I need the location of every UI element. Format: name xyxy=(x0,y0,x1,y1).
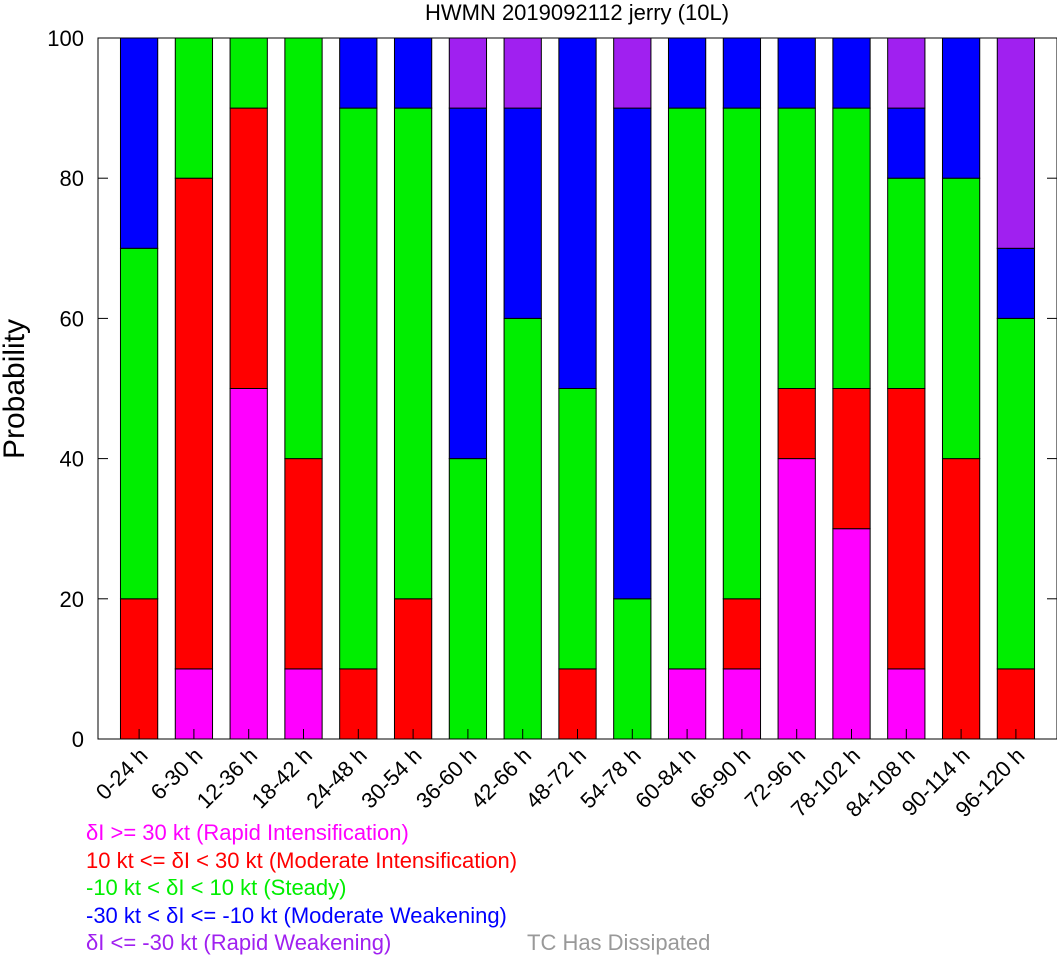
chart-title: HWMN 2019092112 jerry (10L) xyxy=(425,0,729,25)
bar-segment xyxy=(996,317,1036,670)
bar-segment xyxy=(229,388,268,740)
bar-segment xyxy=(448,107,488,460)
bar-segment xyxy=(722,37,762,109)
x-tick-label: 48-72 h xyxy=(521,743,591,813)
x-tick-label: 0-24 h xyxy=(91,743,153,805)
bar-segment xyxy=(832,388,871,530)
y-tick-label: 80 xyxy=(60,166,84,191)
y-tick-label: 20 xyxy=(60,587,84,612)
legend-entry: δI <= -30 kt (Rapid Weakening) xyxy=(86,930,392,955)
bar-segment xyxy=(229,37,268,109)
bar-segment xyxy=(777,37,816,109)
bar-segment xyxy=(558,668,597,740)
x-tick-label: 36-60 h xyxy=(411,743,481,813)
legend-entry: 10 kt <= δI < 30 kt (Moderate Intensific… xyxy=(86,847,518,873)
bar-segment xyxy=(667,107,707,670)
bar-segment xyxy=(448,458,488,740)
legend-entry: -10 kt < δI < 10 kt (Steady) xyxy=(86,875,347,900)
bar-segment xyxy=(722,598,762,670)
bar-segment xyxy=(229,107,268,389)
bar-segment xyxy=(503,317,542,740)
bar-segment xyxy=(722,668,762,740)
bar-segment xyxy=(887,668,926,740)
bar-segment xyxy=(393,37,433,109)
bar-segment xyxy=(777,107,816,389)
bar-segment xyxy=(832,528,871,740)
bar-segment xyxy=(284,458,323,670)
bar-segment xyxy=(996,37,1036,249)
bar-segment xyxy=(887,177,926,389)
bar-segment xyxy=(887,107,926,179)
y-tick-label: 60 xyxy=(60,306,84,331)
bar-segment xyxy=(174,177,214,670)
bar-segment xyxy=(667,668,707,740)
legend-dissipated-entry: TC Has Dissipated xyxy=(527,930,711,955)
bar-segment xyxy=(777,388,816,460)
bar-segment xyxy=(941,177,981,460)
bar-segment xyxy=(393,598,433,740)
bar-segment xyxy=(996,668,1036,740)
bar-segment xyxy=(832,37,871,109)
bar-segment xyxy=(174,37,214,179)
bar-segment xyxy=(996,247,1036,319)
bar-segment xyxy=(613,598,652,740)
bar-segment xyxy=(119,37,159,249)
bar-segment xyxy=(339,668,378,740)
bar-segment xyxy=(558,37,597,389)
y-tick-label: 100 xyxy=(47,26,84,51)
y-tick-label: 0 xyxy=(72,727,84,752)
y-tick-label: 40 xyxy=(60,447,84,472)
x-tick-label: 42-66 h xyxy=(466,743,536,813)
bar-segment xyxy=(941,37,981,179)
bar-segment xyxy=(339,37,378,109)
bar-segment xyxy=(667,37,707,109)
bar-segment xyxy=(941,458,981,740)
bars-group xyxy=(119,37,1036,740)
bar-segment xyxy=(393,107,433,600)
x-tick-label: 24-48 h xyxy=(301,743,371,813)
bar-segment xyxy=(119,598,159,740)
legend-entry: -30 kt < δI <= -10 kt (Moderate Weakenin… xyxy=(86,902,507,928)
bar-segment xyxy=(777,458,816,740)
x-tick-label: 12-36 h xyxy=(192,743,262,813)
bar-segment xyxy=(284,668,323,740)
x-tick-label: 60-84 h xyxy=(630,743,700,813)
bar-segment xyxy=(613,37,652,109)
bar-segment xyxy=(887,388,926,670)
y-axis-label: Probability xyxy=(0,319,31,459)
x-tick-label: 18-42 h xyxy=(247,743,317,813)
x-tick-label: 54-78 h xyxy=(575,743,645,813)
legend-entry: δI >= 30 kt (Rapid Intensification) xyxy=(86,820,409,845)
bar-segment xyxy=(119,247,159,600)
x-tick-label: 30-54 h xyxy=(356,743,426,813)
y-axis-ticks: 0 20 40 60 80 100 xyxy=(47,26,1057,752)
bar-segment xyxy=(613,107,652,600)
x-axis-ticks: 0-24 h6-30 h12-36 h18-42 h24-48 h30-54 h… xyxy=(91,729,1029,822)
bar-segment xyxy=(174,668,214,740)
bar-segment xyxy=(448,37,488,109)
bar-segment xyxy=(558,388,597,670)
bar-segment xyxy=(339,107,378,670)
bar-segment xyxy=(722,107,762,600)
bar-segment xyxy=(503,37,542,109)
plot-frame xyxy=(97,37,1057,740)
bar-segment xyxy=(887,37,926,109)
bar-segment xyxy=(503,107,542,319)
x-tick-label: 66-90 h xyxy=(685,743,755,813)
bar-segment xyxy=(832,107,871,389)
bar-segment xyxy=(284,37,323,460)
